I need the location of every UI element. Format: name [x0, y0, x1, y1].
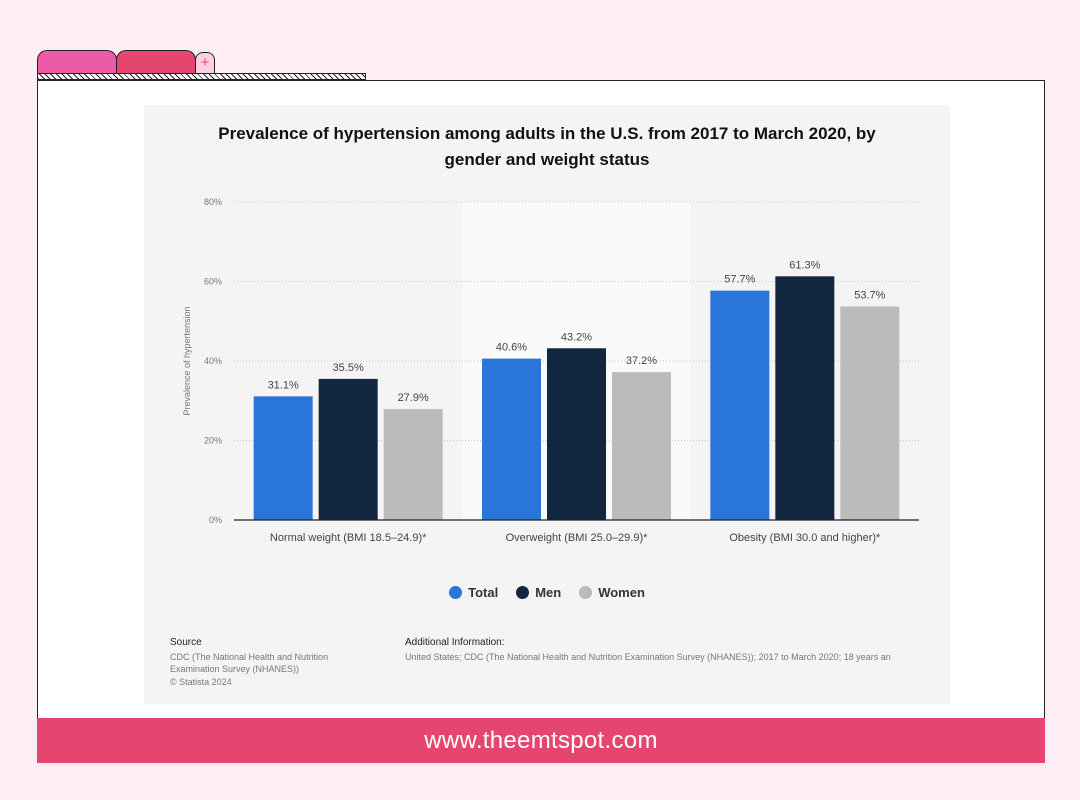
data-label: 61.3% [789, 259, 820, 271]
data-label: 57.7% [724, 274, 755, 286]
tab-1[interactable] [37, 50, 117, 75]
legend-swatch-men [516, 586, 530, 599]
chart-legend: Total Men Women [144, 585, 950, 600]
bar-women [840, 306, 900, 520]
new-tab-plus-icon[interactable]: + [195, 52, 215, 73]
source-heading: Source [170, 637, 202, 648]
source-line-1: CDC (The National Health and Nutrition [170, 652, 329, 662]
bar-men [547, 348, 606, 520]
site-footer-url[interactable]: www.theemtspot.com [37, 718, 1045, 763]
bar-women [612, 372, 671, 520]
data-label: 43.2% [561, 331, 592, 343]
bar-total [253, 396, 313, 520]
data-label: 37.2% [626, 355, 657, 367]
bar-total [482, 358, 541, 520]
data-label: 27.9% [398, 392, 429, 404]
source-line-2: Examination Survey (NHANES)) [170, 664, 300, 674]
bar-men [318, 378, 378, 520]
bar-women [383, 409, 443, 520]
browser-tabs: + [37, 50, 227, 75]
y-tick-label: 20% [204, 436, 222, 446]
bar-chart: 0% 20% 40% 60% 80% Prevalence of hypertension… [182, 197, 919, 544]
chart-title: Prevalence of hypertension among adults … [164, 121, 930, 173]
tab-2[interactable] [116, 50, 196, 75]
data-label: 35.5% [333, 362, 364, 374]
y-tick-label: 60% [204, 277, 222, 287]
additional-info-heading: Additional Information: [405, 637, 505, 648]
y-tick-label: 80% [204, 197, 222, 207]
legend-label-women: Women [598, 585, 645, 600]
x-tick-label: Normal weight (BMI 18.5–24.9)* [270, 532, 427, 544]
legend-label-total: Total [468, 585, 499, 600]
legend-item-women[interactable]: Women [579, 585, 645, 600]
legend-label-men: Men [535, 585, 562, 600]
legend-swatch-total [449, 586, 463, 599]
additional-info-text: United States; CDC (The National Health … [405, 652, 891, 662]
legend-item-men[interactable]: Men [516, 585, 561, 600]
y-tick-label: 40% [204, 356, 222, 366]
data-label: 31.1% [268, 379, 299, 391]
x-tick-label: Obesity (BMI 30.0 and higher)* [729, 532, 881, 544]
legend-item-total[interactable]: Total [449, 585, 498, 600]
chart-card: 0% 20% 40% 60% 80% Prevalence of hypertension… [144, 105, 950, 704]
y-axis-label: Prevalence of hypertension [182, 306, 192, 415]
tab-strip-decoration [37, 73, 366, 80]
source-text: CDC (The National Health and Nutrition E… [170, 651, 370, 675]
data-label: 53.7% [854, 290, 885, 302]
bar-men [775, 276, 835, 520]
legend-swatch-women [579, 586, 593, 599]
y-tick-label: 0% [209, 515, 222, 525]
copyright: © Statista 2024 [170, 677, 232, 687]
data-label: 40.6% [496, 342, 527, 354]
chart-title-line-2: gender and weight status [444, 150, 650, 169]
chart-title-line-1: Prevalence of hypertension among adults … [218, 124, 876, 143]
bar-total [710, 290, 770, 520]
x-tick-label: Overweight (BMI 25.0–29.9)* [506, 532, 649, 544]
